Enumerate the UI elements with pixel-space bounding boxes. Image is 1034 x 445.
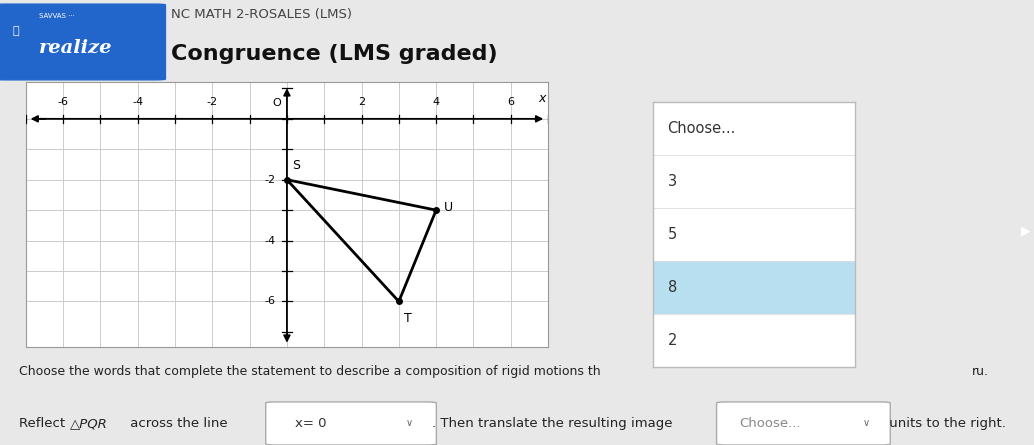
Text: ∨: ∨ <box>863 418 870 429</box>
Text: ∨: ∨ <box>406 418 413 429</box>
Text: O: O <box>272 98 281 108</box>
Bar <box>653 261 855 314</box>
Text: -4: -4 <box>265 235 276 246</box>
FancyBboxPatch shape <box>0 4 165 80</box>
Text: S: S <box>293 159 301 172</box>
Text: △PQR: △PQR <box>70 417 109 430</box>
Text: across the line: across the line <box>126 417 227 430</box>
Text: 5: 5 <box>668 227 677 242</box>
Text: x: x <box>539 92 546 105</box>
Text: -2: -2 <box>207 97 218 107</box>
Text: units to the right.: units to the right. <box>885 417 1006 430</box>
FancyBboxPatch shape <box>266 402 436 445</box>
Text: 2: 2 <box>668 333 677 348</box>
FancyBboxPatch shape <box>717 402 890 445</box>
Text: ru.: ru. <box>972 365 989 378</box>
Text: -4: -4 <box>132 97 144 107</box>
Text: U: U <box>444 201 453 214</box>
Text: -6: -6 <box>58 97 68 107</box>
Text: 8: 8 <box>668 280 677 295</box>
Text: 3: 3 <box>668 174 676 189</box>
Text: x= 0: x= 0 <box>295 417 326 430</box>
Text: Choose the words that complete the statement to describe a composition of rigid : Choose the words that complete the state… <box>19 365 600 378</box>
Text: SAVVAS ···: SAVVAS ··· <box>39 13 75 20</box>
Text: ▶: ▶ <box>1022 225 1031 238</box>
Text: Reflect: Reflect <box>19 417 69 430</box>
Text: -2: -2 <box>265 175 276 185</box>
Text: Choose...: Choose... <box>668 121 736 136</box>
Text: 2: 2 <box>358 97 365 107</box>
Text: NC MATH 2-ROSALES (LMS): NC MATH 2-ROSALES (LMS) <box>171 8 352 21</box>
Text: . Then translate the resulting image: . Then translate the resulting image <box>432 417 673 430</box>
Text: Congruence (LMS graded): Congruence (LMS graded) <box>171 44 497 64</box>
Text: 6: 6 <box>508 97 514 107</box>
Text: 4: 4 <box>432 97 439 107</box>
Text: ⎋: ⎋ <box>12 26 19 36</box>
Text: realize: realize <box>39 39 113 57</box>
Text: -6: -6 <box>265 296 276 307</box>
Text: T: T <box>404 312 413 325</box>
Text: Choose...: Choose... <box>739 417 800 430</box>
